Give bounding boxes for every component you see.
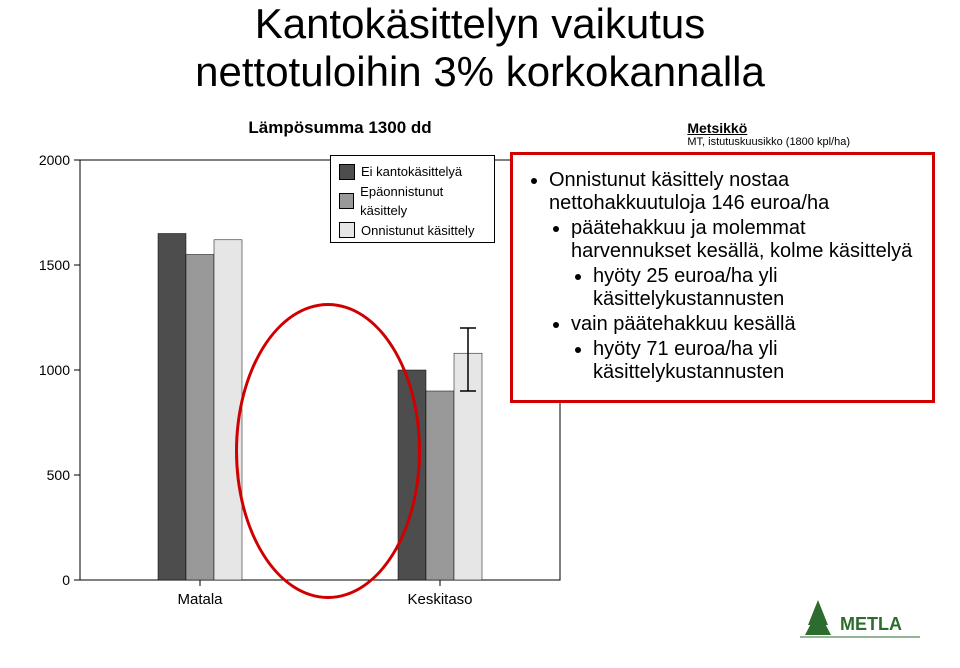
legend-label-0: Ei kantokäsittelyä (361, 162, 462, 182)
svg-text:500: 500 (47, 467, 71, 483)
info-box: Onnistunut käsittely nostaa nettohakkuut… (510, 152, 935, 403)
metsikko-header: Metsikkö MT, istutuskuusikko (1800 kpl/h… (687, 120, 850, 148)
legend-label-1: Epäonnistunut käsittely (360, 182, 486, 221)
svg-text:1500: 1500 (39, 257, 70, 273)
info-line-4: vain päätehakkuu kesällä (571, 313, 916, 336)
legend-label-2: Onnistunut käsittely (361, 221, 474, 241)
logo-text: METLA (840, 614, 902, 634)
title-line-1: Kantokäsittelyn vaikutus (255, 0, 706, 47)
svg-text:Matala: Matala (177, 591, 223, 608)
title-line-2: nettotuloihin 3% korkokannalla (195, 48, 765, 95)
chart-legend: Ei kantokäsittelyä Epäonnistunut käsitte… (330, 155, 495, 243)
legend-item-2: Onnistunut käsittely (339, 221, 486, 241)
legend-item-0: Ei kantokäsittelyä (339, 162, 486, 182)
svg-text:Keskitaso: Keskitaso (407, 591, 472, 608)
info-line-2: päätehakkuu ja molemmat harvennukset kes… (571, 217, 916, 263)
chart-title: Lämpösumma 1300 dd (180, 118, 500, 138)
logo-svg: METLA (800, 595, 920, 645)
page-title: Kantokäsittelyn vaikutus nettotuloihin 3… (0, 0, 960, 97)
legend-swatch-2 (339, 222, 355, 238)
svg-text:2000: 2000 (39, 152, 70, 168)
svg-text:1000: 1000 (39, 362, 70, 378)
legend-swatch-1 (339, 193, 354, 209)
metla-logo: METLA (800, 595, 920, 650)
info-line-5: hyöty 71 euroa/ha yli käsittelykustannus… (593, 338, 916, 384)
info-line-1: Onnistunut käsittely nostaa nettohakkuut… (549, 169, 916, 215)
metsikko-title: Metsikkö (687, 120, 850, 136)
svg-text:0: 0 (62, 572, 70, 588)
info-line-3: hyöty 25 euroa/ha yli käsittelykustannus… (593, 265, 916, 311)
metsikko-subtitle: MT, istutuskuusikko (1800 kpl/ha) (687, 136, 850, 148)
legend-item-1: Epäonnistunut käsittely (339, 182, 486, 221)
legend-swatch-0 (339, 164, 355, 180)
